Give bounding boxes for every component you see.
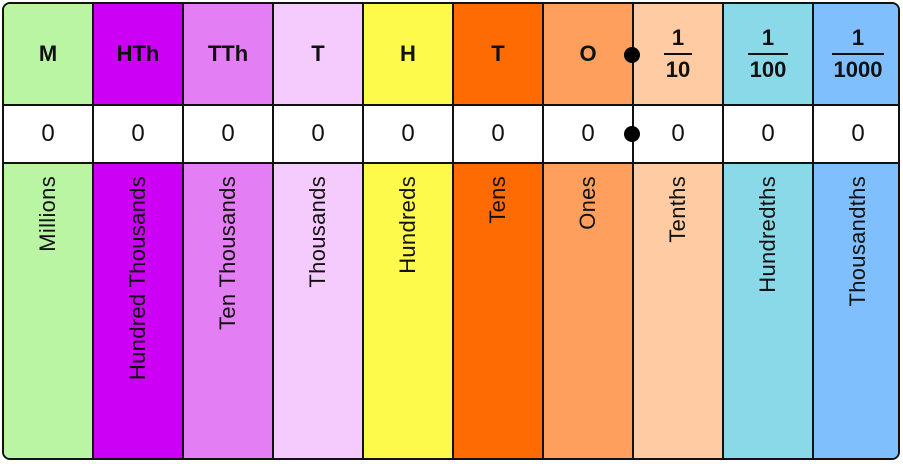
fraction-denominator: 10 [665, 57, 691, 82]
name-tenths: Tenths [665, 176, 690, 243]
heading-thousandths: 1 1000 [814, 4, 898, 104]
heading-millions: M [38, 41, 58, 66]
digit-ones: 0 [544, 104, 632, 164]
column-tenths: 1 10 0 Tenths [632, 4, 722, 458]
fraction-denominator: 1000 [833, 57, 883, 82]
digit-tens: 0 [454, 104, 542, 164]
digit-tenths: 0 [634, 104, 722, 164]
digit-hundreds: 0 [364, 104, 452, 164]
column-hundreds: H 0 Hundreds [362, 4, 452, 458]
decimal-point-digit-dot [624, 126, 640, 142]
digit-thousands: 0 [274, 104, 362, 164]
heading-ones: O [579, 41, 597, 66]
digit-millions: 0 [4, 104, 92, 164]
fraction-denominator: 100 [749, 57, 787, 82]
name-hundredths: Hundredths [755, 176, 780, 293]
decimal-point-heading-dot [624, 47, 640, 63]
column-ones: O 0 Ones [542, 4, 632, 458]
heading-tens: T [491, 41, 505, 66]
name-tens: Tens [485, 176, 510, 224]
column-hundredths: 1 100 0 Hundredths [722, 4, 812, 458]
column-thousandths: 1 1000 0 Thousandths [812, 4, 898, 458]
fraction-one-tenth: 1 10 [663, 25, 693, 82]
heading-hundredths: 1 100 [724, 4, 812, 104]
name-hundreds: Hundreds [395, 176, 420, 274]
name-thousands: Thousands [305, 176, 330, 288]
fraction-numerator: 1 [671, 25, 685, 50]
fraction-numerator: 1 [761, 25, 775, 50]
heading-tenths: 1 10 [634, 4, 722, 104]
heading-hundred-thousands: HTh [116, 41, 160, 66]
fraction-numerator: 1 [851, 25, 865, 50]
digit-hundred-thousands: 0 [94, 104, 182, 164]
heading-ten-thousands: TTh [207, 41, 249, 66]
fraction-one-hundredth: 1 100 [747, 25, 789, 82]
fraction-one-thousandth: 1 1000 [831, 25, 885, 82]
digit-ten-thousands: 0 [184, 104, 272, 164]
heading-thousands: T [311, 41, 325, 66]
name-millions: Millions [35, 176, 60, 252]
name-hundred-thousands: Hundred Thousands [125, 176, 150, 381]
fraction-bar [831, 53, 885, 55]
digit-hundredths: 0 [724, 104, 812, 164]
name-ten-thousands: Ten Thousands [215, 176, 240, 330]
column-ten-thousands: TTh 0 Ten Thousands [182, 4, 272, 458]
column-tens: T 0 Tens [452, 4, 542, 458]
name-thousandths: Thousandths [845, 176, 870, 307]
fraction-bar [747, 53, 789, 55]
column-thousands: T 0 Thousands [272, 4, 362, 458]
fraction-bar [663, 53, 693, 55]
digit-thousandths: 0 [814, 104, 898, 164]
column-millions: M 0 Millions [4, 4, 92, 458]
heading-hundreds: H [400, 41, 416, 66]
name-ones: Ones [575, 176, 600, 230]
column-hundred-thousands: HTh 0 Hundred Thousands [92, 4, 182, 458]
